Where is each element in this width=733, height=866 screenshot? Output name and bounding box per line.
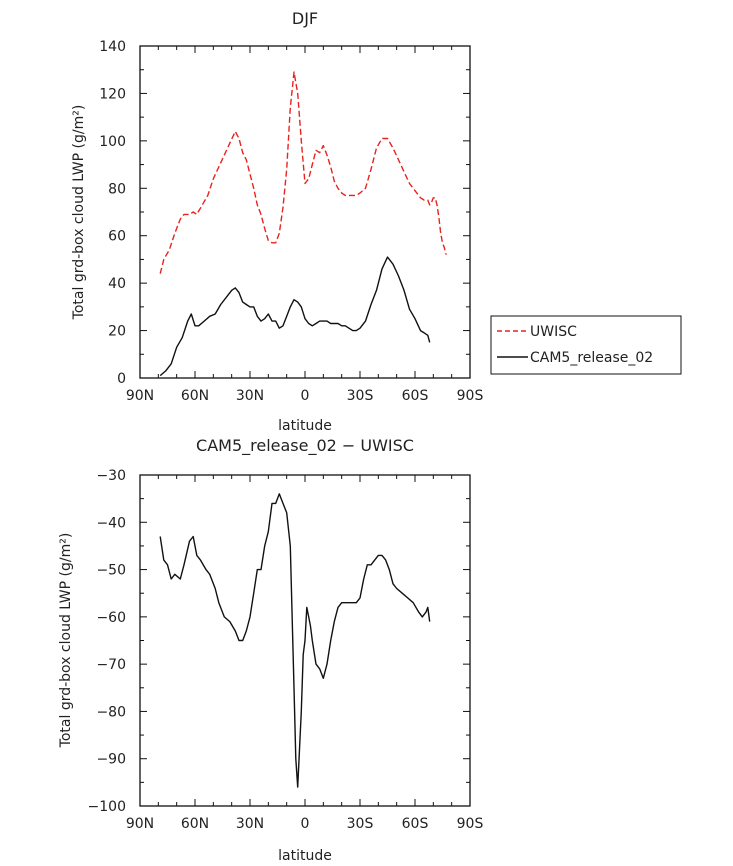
- bottom-y-tick-label: −50: [96, 563, 126, 579]
- top-y-tick-label: 40: [108, 276, 126, 292]
- bottom-plot-title: CAM5_release_02 − UWISC: [196, 436, 414, 456]
- top-y-axis-title: Total grd-box cloud LWP (g/m²): [71, 105, 87, 321]
- bottom-x-tick-label: 60N: [181, 816, 209, 832]
- top-y-tick-label: 20: [108, 324, 126, 340]
- top-x-tick-label: 90N: [126, 388, 154, 404]
- top-series-line-cam5-release-02: [159, 256, 431, 377]
- bottom-x-tick-label: 30S: [347, 816, 374, 832]
- top-y-tick-label: 140: [99, 39, 126, 55]
- top-plot-title: DJF: [292, 9, 318, 28]
- top-plot-frame: [139, 45, 471, 379]
- bottom-y-tick-label: −40: [96, 515, 126, 531]
- top-x-tick-label: 30S: [347, 388, 374, 404]
- top-x-tick-label: 60S: [402, 388, 429, 404]
- bottom-series-line-difference: [159, 493, 431, 788]
- top-x-tick-label: 90S: [457, 388, 484, 404]
- bottom-x-tick-label: 90N: [126, 816, 154, 832]
- top-x-axis-title: latitude: [278, 418, 332, 434]
- bottom-x-tick-label: 0: [301, 816, 310, 832]
- bottom-panel-difference: CAM5_release_02 − UWISC 90N 60N 30N 0 30S 60S…: [58, 436, 483, 864]
- bottom-y-tick-label: −100: [88, 799, 126, 815]
- legend-label-uwisc: UWISC: [530, 324, 577, 340]
- bottom-y-tick-label: −70: [96, 657, 126, 673]
- top-x-tick-label: 0: [301, 388, 310, 404]
- top-y-tick-label: 0: [117, 371, 126, 387]
- top-panel-djf: DJF 90N 60N 30N 0 30S 60S 90S 0 20 40 60 80 100 120 14…: [71, 9, 483, 434]
- top-y-tick-label: 80: [108, 181, 126, 197]
- bottom-y-axis-title: Total grd-box cloud LWP (g/m²): [58, 533, 74, 749]
- legend: UWISC CAM5_release_02: [490, 315, 682, 375]
- bottom-y-tick-label: −30: [96, 468, 126, 484]
- bottom-x-tick-label: 30N: [236, 816, 264, 832]
- top-y-tick-label: 100: [99, 134, 126, 150]
- bottom-y-tick-label: −60: [96, 610, 126, 626]
- bottom-x-tick-label: 60S: [402, 816, 429, 832]
- legend-label-cam5: CAM5_release_02: [530, 350, 653, 366]
- top-x-tick-label: 60N: [181, 388, 209, 404]
- legend-box: [490, 315, 682, 375]
- bottom-y-tick-label: −90: [96, 752, 126, 768]
- top-x-tick-label: 30N: [236, 388, 264, 404]
- top-series-line-uwisc: [159, 71, 447, 274]
- top-y-tick-label: 60: [108, 229, 126, 245]
- bottom-y-tick-label: −80: [96, 704, 126, 720]
- bottom-x-axis-title: latitude: [278, 848, 332, 864]
- bottom-x-tick-label: 90S: [457, 816, 484, 832]
- top-y-tick-label: 120: [99, 86, 126, 102]
